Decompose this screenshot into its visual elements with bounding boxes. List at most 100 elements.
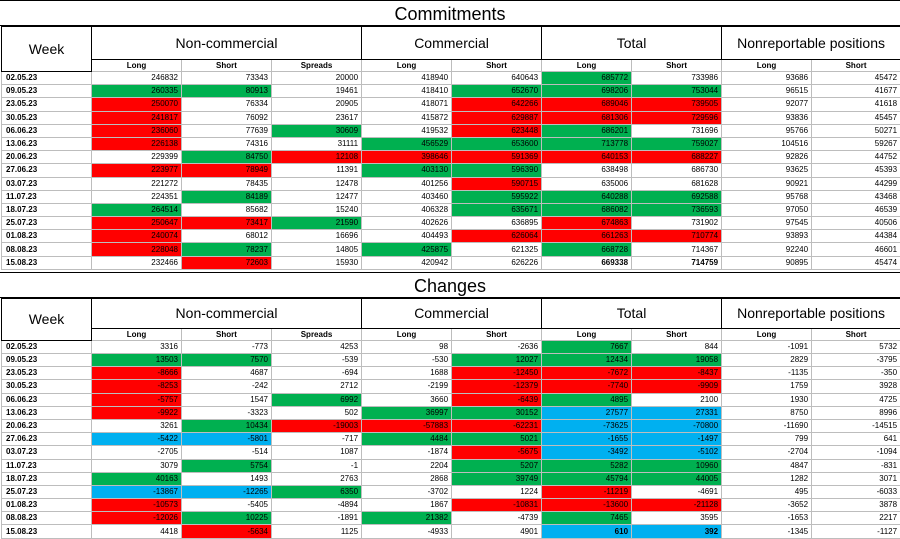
value-cell: 3071 — [811, 471, 900, 486]
value-cell: 12108 — [270, 150, 363, 165]
value-cell: 674863 — [541, 216, 633, 231]
value-cell: 27577 — [541, 405, 633, 420]
value-cell: 4418 — [91, 524, 182, 539]
value-cell: 635006 — [541, 176, 633, 191]
value-cell: -3492 — [541, 445, 633, 460]
table-row: 27.06.23 -5422 -5801 -717 4484 5021 -1655 -1497… — [1, 432, 900, 447]
value-cell: 76092 — [181, 110, 272, 125]
value-cell: 6992 — [270, 392, 363, 407]
value-cell: 93893 — [721, 229, 813, 244]
value-cell: 641 — [811, 432, 900, 447]
value-cell: -4894 — [270, 498, 363, 513]
value-cell: -5405 — [181, 498, 272, 513]
value-cell: -19003 — [270, 418, 363, 434]
value-cell: 95768 — [721, 189, 813, 204]
value-cell: -1094 — [811, 445, 900, 460]
value-cell: 2204 — [361, 458, 453, 473]
value-cell: -1655 — [541, 432, 633, 447]
value-cell: -2704 — [721, 445, 813, 460]
subheader-long: Long — [721, 59, 813, 72]
value-cell: 2868 — [361, 471, 453, 486]
value-cell: 19461 — [270, 84, 363, 99]
value-cell: -73625 — [541, 418, 633, 434]
value-cell: 626064 — [451, 229, 543, 244]
week-cell: 15.08.23 — [1, 524, 92, 539]
value-cell: -9922 — [91, 405, 182, 420]
value-cell: 19058 — [631, 352, 723, 368]
value-cell: 2763 — [270, 471, 363, 486]
week-cell: 23.05.23 — [1, 366, 92, 381]
value-cell: -1091 — [721, 339, 813, 355]
value-cell: 3660 — [361, 392, 453, 407]
value-cell: 15240 — [270, 202, 363, 218]
value-cell: 21382 — [361, 511, 453, 526]
commercial-header: Commercial — [361, 26, 543, 60]
value-cell: -11219 — [541, 484, 633, 500]
table-row: 23.05.23 -8666 4687 -694 1688 -12450 -7672 -843… — [1, 366, 900, 381]
value-cell: 50271 — [811, 123, 900, 138]
table-row: 11.07.23 224351 84189 12477 403460 595922 6402… — [1, 189, 900, 204]
value-cell: 14805 — [270, 242, 363, 257]
value-cell: 12027 — [451, 352, 543, 368]
value-cell: 21590 — [270, 216, 363, 231]
value-cell: 3079 — [91, 458, 182, 473]
table-row: 06.06.23 -5757 1547 6992 3660 -6439 4895 2100 19… — [1, 392, 900, 407]
value-cell: 418410 — [361, 84, 453, 99]
value-cell: 698206 — [541, 84, 633, 99]
commitments-table: Week Non-commercial Commercial Total Non… — [1, 26, 900, 270]
value-cell: 731902 — [631, 216, 723, 231]
value-cell: 596390 — [451, 163, 543, 178]
week-cell: 11.07.23 — [1, 189, 92, 204]
value-cell: 636895 — [451, 216, 543, 231]
value-cell: 95766 — [721, 123, 813, 138]
value-cell: 4725 — [811, 392, 900, 407]
value-cell: 681628 — [631, 176, 723, 191]
value-cell: 10960 — [631, 458, 723, 473]
value-cell: -5422 — [91, 432, 182, 447]
table-row: 03.07.23 -2705 -514 1087 -1874 -5675 -3492 -510… — [1, 445, 900, 460]
value-cell: 661263 — [541, 229, 633, 244]
value-cell: 264514 — [91, 202, 182, 218]
value-cell: -4739 — [451, 511, 543, 526]
table-row: 03.07.23 221272 78435 12478 401256 590715 6350… — [1, 176, 900, 191]
value-cell: 710774 — [631, 229, 723, 244]
value-cell: 418940 — [361, 70, 453, 86]
value-cell: 7465 — [541, 511, 633, 526]
value-cell: 5754 — [181, 458, 272, 473]
value-cell: 236060 — [91, 123, 182, 138]
value-cell: 10225 — [181, 511, 272, 526]
table-row: 11.07.23 3079 5754 -1 2204 5207 5282 10960 4847-… — [1, 458, 900, 473]
value-cell: 736593 — [631, 202, 723, 218]
value-cell: 76334 — [181, 97, 272, 112]
value-cell: 402626 — [361, 216, 453, 231]
subheader-short: Short — [811, 59, 900, 72]
value-cell: -1874 — [361, 445, 453, 460]
value-cell: 3316 — [91, 339, 182, 355]
value-cell: 404493 — [361, 229, 453, 244]
week-cell: 27.06.23 — [1, 432, 92, 447]
value-cell: -7740 — [541, 379, 633, 394]
value-cell: 502 — [270, 405, 363, 420]
week-cell: 30.05.23 — [1, 379, 92, 394]
value-cell: 8996 — [811, 405, 900, 420]
week-cell: 25.07.23 — [1, 484, 92, 500]
value-cell: 401256 — [361, 176, 453, 191]
value-cell: -12379 — [451, 379, 543, 394]
value-cell: -3652 — [721, 498, 813, 513]
value-cell: 403130 — [361, 163, 453, 178]
table-row: 18.07.23 264514 85682 15240 406328 635671 6860… — [1, 202, 900, 218]
subheader-short: Short — [181, 327, 272, 341]
value-cell: 45457 — [811, 110, 900, 125]
value-cell: 44752 — [811, 150, 900, 165]
table-row: 23.05.23 250070 76334 20905 418071 642266 6890… — [1, 97, 900, 112]
value-cell: -8666 — [91, 366, 182, 381]
value-cell: -4933 — [361, 524, 453, 539]
value-cell: 27331 — [631, 405, 723, 420]
value-cell: 2829 — [721, 352, 813, 368]
value-cell: 40163 — [91, 471, 182, 486]
value-cell: -21128 — [631, 498, 723, 513]
week-cell: 13.06.23 — [1, 136, 92, 152]
value-cell: 653600 — [451, 136, 543, 152]
subheader-long: Long — [91, 59, 182, 72]
value-cell: -5102 — [631, 445, 723, 460]
